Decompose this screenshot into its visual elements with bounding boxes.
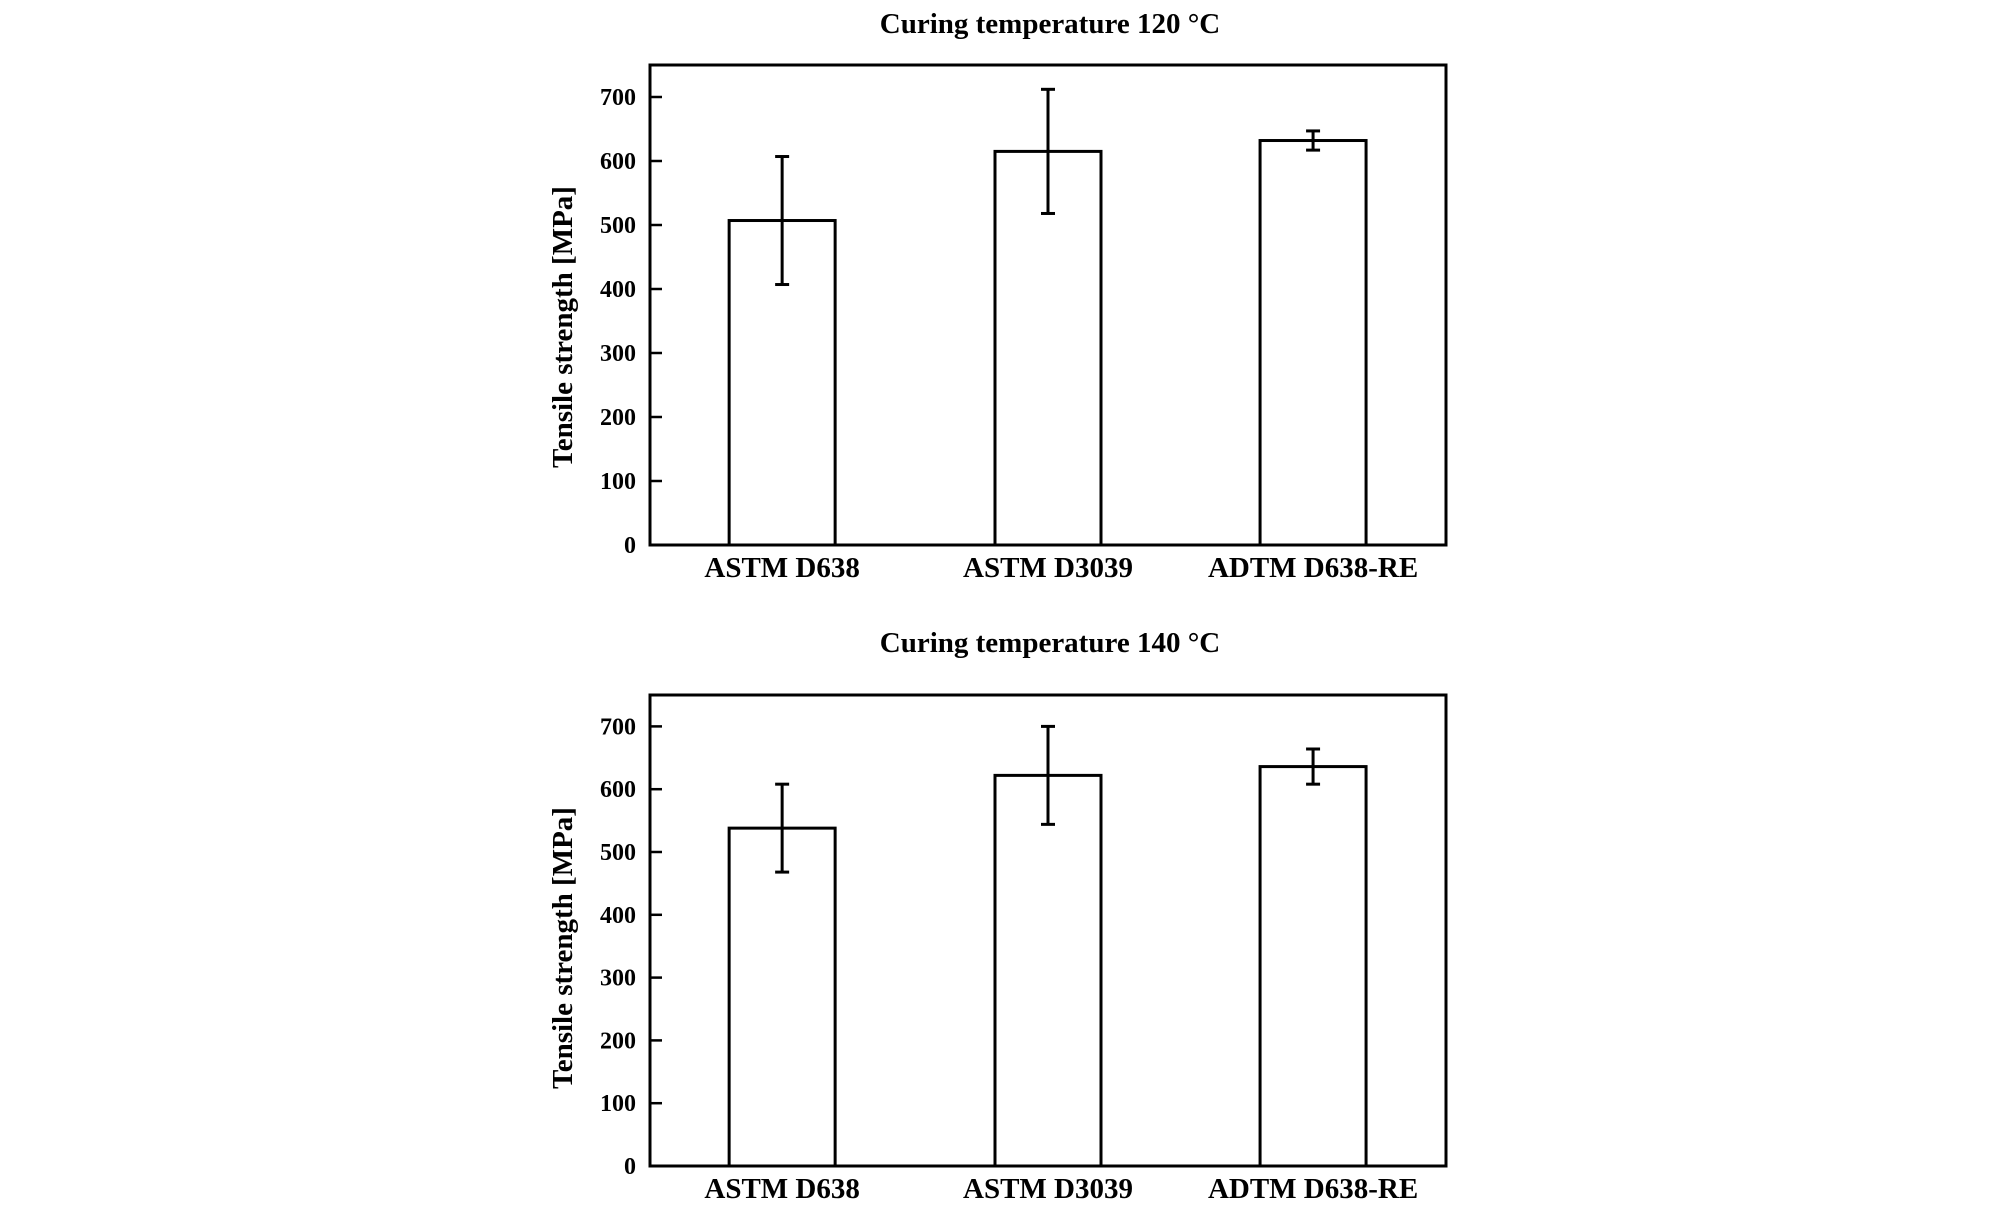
y-tick-label: 100 bbox=[600, 1091, 636, 1117]
chart-140c: Curing temperature 140 °C Tensile streng… bbox=[547, 627, 1448, 1205]
error-bar bbox=[775, 782, 790, 874]
x-category-label: ADTM D638-RE bbox=[1208, 1173, 1418, 1205]
y-tick-label: 500 bbox=[600, 840, 636, 866]
y-tick-label: 100 bbox=[600, 469, 636, 495]
y-tick-label: 400 bbox=[600, 277, 636, 303]
error-bar bbox=[1041, 724, 1055, 826]
x-category-label: ASTM D638 bbox=[704, 552, 859, 584]
y-tick-label: 300 bbox=[600, 341, 636, 367]
y-tick-label: 700 bbox=[600, 85, 636, 111]
x-category-label: ASTM D3039 bbox=[963, 552, 1133, 584]
error-bar bbox=[1306, 747, 1321, 786]
y-axis-title: Tensile strength [MPa] bbox=[547, 186, 579, 468]
y-tick-label: 700 bbox=[600, 714, 636, 740]
y-tick-label: 200 bbox=[600, 405, 636, 431]
bar bbox=[727, 219, 837, 547]
x-category-label: ADTM D638-RE bbox=[1208, 552, 1418, 584]
bar bbox=[727, 826, 837, 1168]
y-tick-label: 0 bbox=[624, 533, 636, 559]
error-bar bbox=[775, 155, 790, 287]
error-bar bbox=[1306, 129, 1321, 152]
y-tick-label: 200 bbox=[600, 1028, 636, 1054]
y-tick-label: 0 bbox=[624, 1154, 636, 1180]
chart-title: Curing temperature 120 °C bbox=[880, 8, 1220, 40]
y-tick-label: 600 bbox=[600, 777, 636, 803]
y-axis-title: Tensile strength [MPa] bbox=[547, 807, 579, 1089]
x-category-label: ASTM D3039 bbox=[963, 1173, 1133, 1205]
y-tick-label: 400 bbox=[600, 903, 636, 929]
y-tick-label: 500 bbox=[600, 213, 636, 239]
bar bbox=[993, 149, 1103, 547]
chart-120c: Curing temperature 120 °C Tensile streng… bbox=[547, 8, 1448, 584]
bar bbox=[993, 773, 1103, 1168]
y-tick-label: 600 bbox=[600, 149, 636, 175]
bar bbox=[1258, 139, 1368, 547]
bar bbox=[1258, 765, 1368, 1168]
y-tick-label: 300 bbox=[600, 966, 636, 992]
chart-title: Curing temperature 140 °C bbox=[880, 627, 1220, 659]
error-bar bbox=[1041, 87, 1055, 215]
x-category-label: ASTM D638 bbox=[704, 1173, 859, 1205]
